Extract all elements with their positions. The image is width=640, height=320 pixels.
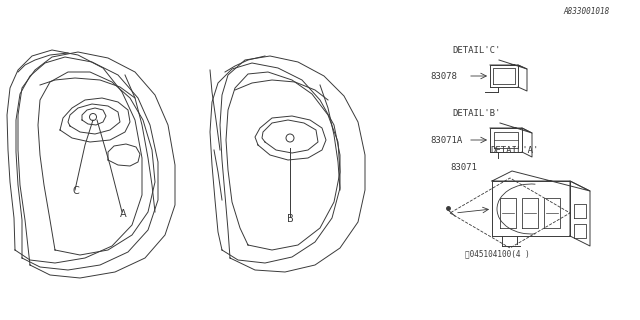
Text: B: B [287,214,294,224]
Text: Ⓢ045104100(4 ): Ⓢ045104100(4 ) [465,249,530,258]
Text: DETAIL'A': DETAIL'A' [490,146,538,155]
Text: C: C [72,186,79,196]
Text: A: A [120,209,127,219]
Text: DETAIL'C': DETAIL'C' [452,46,500,55]
Text: 83078: 83078 [430,71,457,81]
Text: A833001018: A833001018 [563,7,609,16]
Text: 83071A: 83071A [430,135,462,145]
Text: DETAIL'B': DETAIL'B' [452,109,500,118]
Text: 83071: 83071 [450,163,477,172]
